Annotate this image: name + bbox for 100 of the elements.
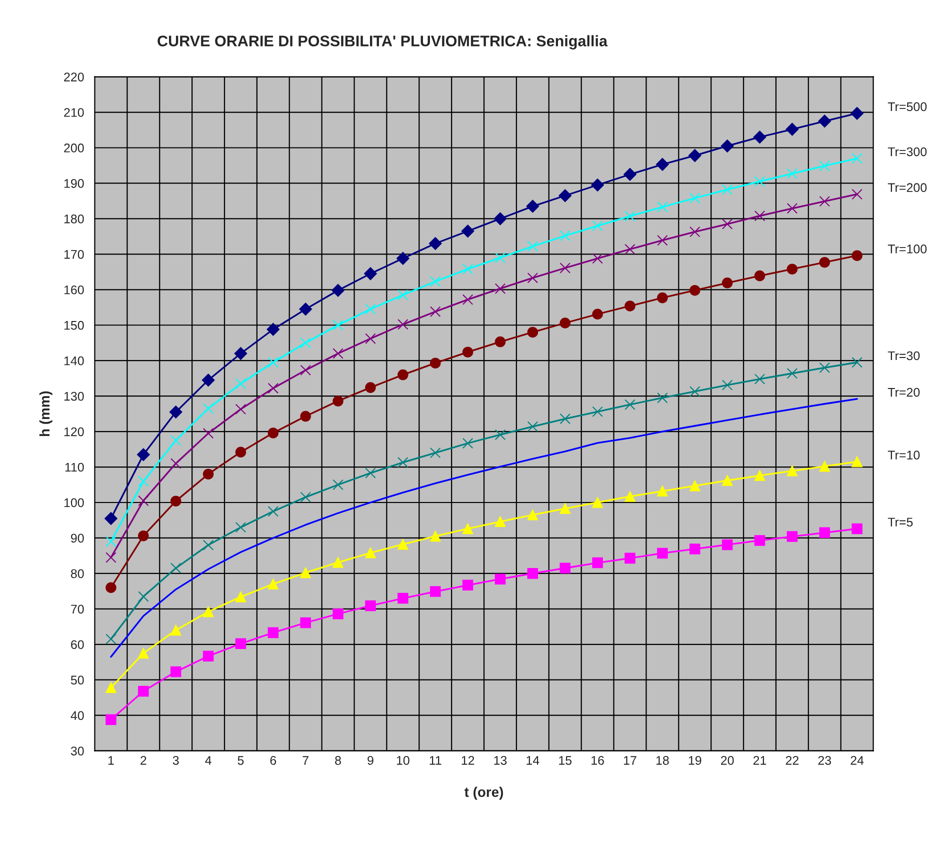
point [170, 435, 182, 446]
point [527, 421, 538, 432]
point [365, 333, 376, 344]
point [527, 272, 538, 284]
point [300, 337, 311, 348]
point [689, 480, 700, 492]
point [657, 486, 668, 497]
point [560, 262, 570, 274]
point [852, 153, 862, 164]
x-tick-label: 13 [494, 756, 507, 765]
point [202, 650, 214, 662]
point [592, 308, 603, 320]
point [332, 348, 344, 359]
y-tick-label: 100 [64, 498, 84, 508]
point [657, 548, 668, 559]
x-tick-label: 19 [688, 756, 702, 765]
point [462, 438, 474, 449]
point [364, 267, 377, 280]
text: Tr=10 [888, 450, 920, 460]
point [852, 523, 862, 534]
point [235, 522, 246, 533]
point [720, 140, 734, 152]
point [786, 122, 799, 136]
point [689, 386, 700, 397]
x-axis-title: t (ore) [464, 786, 503, 800]
point [819, 362, 830, 374]
point [268, 428, 279, 438]
point [170, 562, 182, 574]
point [428, 237, 442, 250]
x-tick-label: 5 [238, 756, 244, 765]
point [494, 429, 506, 440]
point [332, 479, 344, 490]
x-tick-label: 22 [786, 756, 799, 765]
point [560, 562, 570, 574]
point [365, 468, 376, 478]
point [722, 475, 733, 486]
x-tick-label: 3 [172, 756, 179, 765]
point [268, 627, 279, 638]
point [430, 447, 441, 458]
y-tick-label: 130 [64, 392, 84, 401]
point [300, 567, 311, 578]
text: Tr=200 [888, 183, 927, 192]
y-tick-label: 200 [64, 144, 84, 152]
point [657, 292, 668, 304]
point [398, 319, 408, 330]
y-tick-label: 150 [64, 320, 84, 330]
point [169, 406, 182, 418]
point [786, 168, 798, 180]
point [527, 568, 538, 579]
point [398, 538, 408, 550]
point [138, 648, 149, 659]
point [592, 406, 603, 418]
y-tick-label: 40 [70, 711, 84, 720]
y-tick-label: 120 [64, 427, 84, 436]
point [202, 428, 214, 439]
point [398, 457, 408, 468]
x-tick-label: 4 [205, 756, 212, 765]
point [234, 347, 248, 360]
point [624, 552, 636, 564]
point [526, 200, 540, 213]
point [494, 212, 507, 226]
point [266, 322, 280, 336]
point [852, 188, 862, 200]
point [494, 336, 506, 348]
point [754, 210, 766, 222]
point [235, 591, 246, 602]
point [106, 714, 116, 725]
point [624, 168, 636, 181]
x-tick-label: 23 [818, 756, 832, 765]
x-tick-label: 2 [140, 756, 146, 765]
point [494, 516, 506, 528]
point [365, 382, 376, 393]
y-tick-label: 90 [71, 534, 84, 543]
point [170, 496, 182, 506]
point [818, 114, 832, 128]
point [170, 624, 182, 636]
point [592, 557, 603, 568]
point [560, 503, 570, 514]
point [268, 356, 279, 368]
point [527, 510, 538, 520]
point [332, 557, 344, 568]
x-tick-label: 14 [526, 756, 540, 765]
x-tick-label: 18 [656, 756, 669, 765]
point [722, 218, 733, 230]
point [332, 320, 344, 331]
point [462, 523, 474, 534]
point [430, 276, 441, 287]
y-tick-label: 190 [64, 179, 84, 188]
line-series [110, 398, 858, 658]
point [494, 252, 506, 264]
point [235, 446, 246, 458]
point [106, 682, 116, 694]
point [852, 456, 862, 468]
x-tick-label: 11 [430, 756, 442, 765]
x-tick-label: 7 [302, 756, 308, 765]
point [398, 369, 408, 380]
point [560, 230, 570, 242]
point [754, 270, 766, 282]
point [689, 544, 700, 554]
x-tick-label: 20 [720, 756, 734, 765]
